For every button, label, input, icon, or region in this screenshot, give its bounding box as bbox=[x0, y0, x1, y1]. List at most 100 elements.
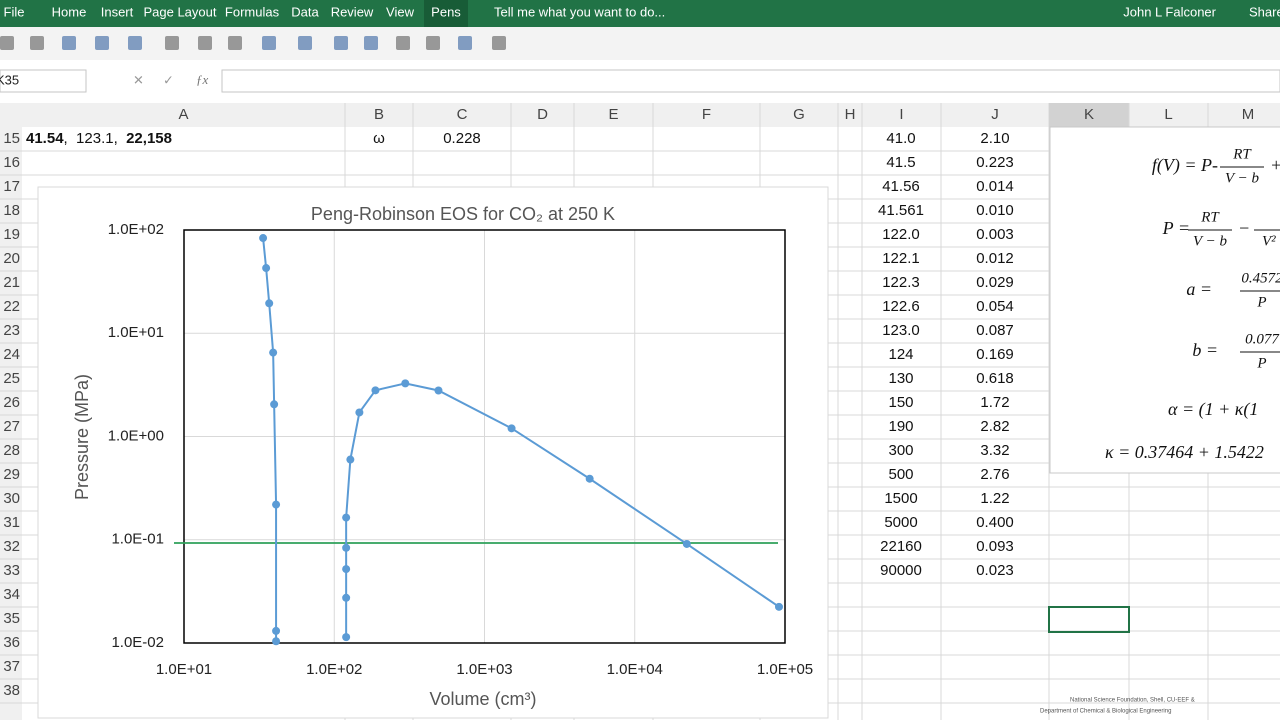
cell-j: 0.087 bbox=[976, 322, 1014, 339]
menu-tab[interactable]: File bbox=[4, 4, 25, 19]
data-point bbox=[272, 637, 281, 646]
data-point bbox=[682, 539, 691, 548]
x-tick-label: 1.0E+01 bbox=[156, 661, 212, 678]
toolbar-icon[interactable] bbox=[0, 36, 14, 50]
column-header[interactable]: L bbox=[1164, 106, 1172, 123]
toolbar-icon[interactable] bbox=[458, 36, 472, 50]
toolbar-icon[interactable] bbox=[165, 36, 179, 50]
row-header[interactable]: 31 bbox=[3, 514, 20, 531]
equation-panel[interactable] bbox=[1049, 126, 1280, 474]
row-header[interactable]: 35 bbox=[3, 610, 20, 627]
x-axis-label: Volume (cm³) bbox=[429, 689, 536, 709]
row-header[interactable]: 22 bbox=[3, 298, 20, 315]
row-header[interactable]: 15 bbox=[3, 130, 20, 147]
row-header[interactable]: 33 bbox=[3, 562, 20, 579]
fx-icon[interactable]: ƒx bbox=[196, 72, 209, 87]
toolbar-icon[interactable] bbox=[426, 36, 440, 50]
menu-tab[interactable]: Home bbox=[52, 4, 87, 19]
row-header[interactable]: 21 bbox=[3, 274, 20, 291]
row-header[interactable]: 37 bbox=[3, 658, 20, 675]
cell-a15: 41.54, 123.1, 22,158 bbox=[26, 130, 172, 147]
equation-den: V² bbox=[1262, 233, 1276, 249]
menu-tab[interactable]: Page Layout bbox=[143, 4, 216, 19]
row-header[interactable]: 28 bbox=[3, 442, 20, 459]
toolbar-icon[interactable] bbox=[30, 36, 44, 50]
toolbar-icon[interactable] bbox=[95, 36, 109, 50]
menu-tab[interactable]: Formulas bbox=[225, 4, 280, 19]
row-header[interactable]: 27 bbox=[3, 418, 20, 435]
data-point bbox=[342, 633, 351, 642]
menu-tab[interactable]: View bbox=[386, 4, 415, 19]
chart-area[interactable] bbox=[37, 186, 829, 719]
column-header[interactable]: K bbox=[1084, 106, 1094, 123]
toolbar-icon[interactable] bbox=[198, 36, 212, 50]
menu-tab[interactable]: Review bbox=[331, 4, 374, 19]
y-tick-label: 1.0E-01 bbox=[111, 531, 164, 548]
selected-cell[interactable] bbox=[1048, 606, 1130, 633]
column-header[interactable]: J bbox=[991, 106, 999, 123]
row-header[interactable]: 36 bbox=[3, 634, 20, 651]
column-header[interactable]: A bbox=[178, 106, 188, 123]
cell-j: 3.32 bbox=[980, 442, 1009, 459]
toolbar-icon[interactable] bbox=[262, 36, 276, 50]
cell-i: 1500 bbox=[884, 490, 917, 507]
toolbar-icon[interactable] bbox=[364, 36, 378, 50]
row-header[interactable]: 30 bbox=[3, 490, 20, 507]
toolbar-icon[interactable] bbox=[62, 36, 76, 50]
data-point bbox=[355, 408, 364, 417]
row-header[interactable]: 32 bbox=[3, 538, 20, 555]
row-header[interactable]: 25 bbox=[3, 370, 20, 387]
column-header[interactable]: F bbox=[702, 106, 711, 123]
row-header[interactable]: 38 bbox=[3, 682, 20, 699]
cell-b15: ω bbox=[373, 130, 385, 147]
cancel-icon[interactable]: ✕ bbox=[133, 72, 144, 87]
active-column-header bbox=[1049, 103, 1129, 127]
data-point bbox=[774, 602, 783, 611]
column-header[interactable]: D bbox=[537, 106, 548, 123]
toolbar-icon[interactable] bbox=[396, 36, 410, 50]
column-header[interactable]: E bbox=[608, 106, 618, 123]
formula-input[interactable] bbox=[221, 69, 1280, 93]
row-header[interactable]: 24 bbox=[3, 346, 20, 363]
toolbar-icon[interactable] bbox=[298, 36, 312, 50]
row-header[interactable]: 26 bbox=[3, 394, 20, 411]
row-header[interactable]: 18 bbox=[3, 202, 20, 219]
row-header[interactable]: 16 bbox=[3, 154, 20, 171]
column-header[interactable]: G bbox=[793, 106, 805, 123]
x-tick-label: 1.0E+02 bbox=[306, 661, 362, 678]
cell-i: 300 bbox=[888, 442, 913, 459]
row-header[interactable]: 23 bbox=[3, 322, 20, 339]
toolbar-icon[interactable] bbox=[334, 36, 348, 50]
data-point bbox=[269, 348, 278, 357]
footer-line: Department of Chemical & Biological Engi… bbox=[1040, 709, 1171, 715]
column-header[interactable]: I bbox=[899, 106, 903, 123]
cell-j: 0.223 bbox=[976, 154, 1014, 171]
menu-tab[interactable]: Pens bbox=[431, 4, 461, 19]
row-header[interactable]: 19 bbox=[3, 226, 20, 243]
row-header[interactable]: 20 bbox=[3, 250, 20, 267]
cell-j: 0.093 bbox=[976, 538, 1014, 555]
y-tick-label: 1.0E+01 bbox=[108, 324, 164, 341]
menu-tab[interactable]: Data bbox=[291, 4, 319, 19]
tell-me[interactable]: Tell me what you want to do... bbox=[494, 4, 665, 19]
equation-den: V − b bbox=[1193, 233, 1228, 249]
cell-i: 122.1 bbox=[882, 250, 920, 267]
row-header[interactable]: 34 bbox=[3, 586, 20, 603]
toolbar-icon[interactable] bbox=[128, 36, 142, 50]
enter-icon[interactable]: ✓ bbox=[163, 72, 174, 87]
column-header[interactable]: M bbox=[1242, 106, 1255, 123]
column-header[interactable]: H bbox=[845, 106, 856, 123]
column-header[interactable]: C bbox=[457, 106, 468, 123]
row-header[interactable]: 29 bbox=[3, 466, 20, 483]
user-name[interactable]: John L Falconer bbox=[1123, 4, 1216, 19]
name-box-text: K35 bbox=[0, 72, 19, 87]
row-header[interactable]: 17 bbox=[3, 178, 20, 195]
toolbar-icon[interactable] bbox=[492, 36, 506, 50]
share-button[interactable]: Share bbox=[1249, 4, 1280, 19]
toolbar-icon[interactable] bbox=[228, 36, 242, 50]
menu-tab[interactable]: Insert bbox=[101, 4, 134, 19]
equation: P = bbox=[1162, 218, 1190, 238]
ribbon-tabs bbox=[0, 0, 1280, 27]
name-box[interactable] bbox=[0, 69, 87, 93]
column-header[interactable]: B bbox=[374, 106, 384, 123]
